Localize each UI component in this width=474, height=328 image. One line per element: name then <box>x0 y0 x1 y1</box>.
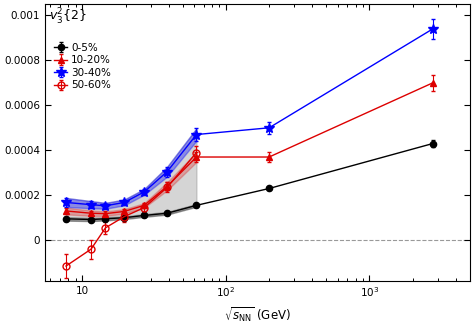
Legend: 0-5%, 10-20%, 30-40%, 50-60%: 0-5%, 10-20%, 30-40%, 50-60% <box>55 43 111 91</box>
X-axis label: $\sqrt{s_{\mathrm{NN}}}$ (GeV): $\sqrt{s_{\mathrm{NN}}}$ (GeV) <box>224 305 291 324</box>
Text: $v_3^2\{2\}$: $v_3^2\{2\}$ <box>49 7 88 27</box>
